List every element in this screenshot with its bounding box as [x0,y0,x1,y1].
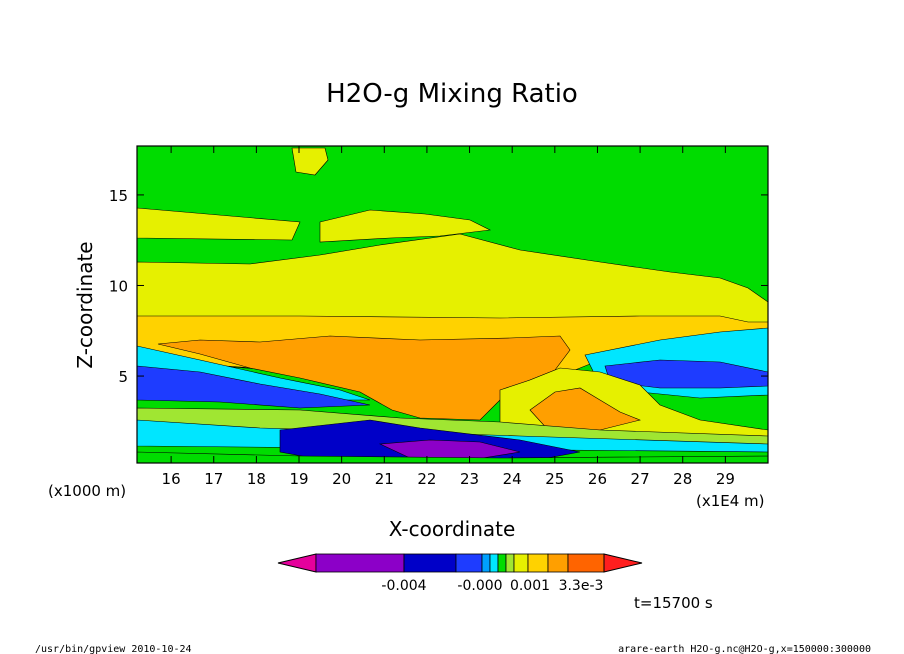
colorbar-swatch [497,553,507,573]
footer-left: /usr/bin/gpview 2010-10-24 [35,644,192,654]
colorbar-swatch [547,553,569,573]
colorbar-swatch [481,553,491,573]
contour-band-small-yellow [291,147,329,176]
colorbar-swatch [455,553,483,573]
x-tick-label: 20 [332,470,351,488]
y-tick-label: 5 [118,368,128,386]
x-axis-label: X-coordinate [389,517,516,541]
x-unit-label: (x1E4 m) [696,492,765,510]
x-tick-label: 29 [716,470,735,488]
x-axis: 16 17 18 19 20 21 22 23 24 25 26 27 28 29 [162,146,735,488]
x-tick-label: 25 [545,470,564,488]
contour-band-upper-yellow [137,207,301,241]
y-unit-label: (x1000 m) [48,482,126,500]
x-tick-label: 24 [503,470,522,488]
plot-frame [136,145,769,464]
contour-band-bottom-green [137,451,768,463]
x-tick-label: 27 [631,470,650,488]
footer-right: arare-earth_H2O-g.nc@H2O-g,x=150000:3000… [618,644,871,654]
y-axis-label: Z-coordinate [73,241,97,368]
y-tick-label: 10 [109,277,128,295]
x-tick-label: 23 [460,470,479,488]
colorbar-swatch [315,553,405,573]
time-label: t=15700 s [634,594,713,612]
contour-band-blue [137,365,371,409]
colorbar-tick-label: -0.004 [381,578,426,594]
contour-band-upper-yellow-2 [319,209,492,243]
x-tick-label: 18 [247,470,266,488]
colorbar-max-arrow [603,553,643,573]
colorbar-swatch [489,553,499,573]
colorbar-swatch [403,553,457,573]
y-tick-label: 15 [109,187,128,205]
chart-title: H2O-g Mixing Ratio [326,79,578,109]
colorbar-tick-label: -0.000 [457,578,502,594]
colorbar-tick-label: 0.001 [510,578,550,594]
x-tick-label: 17 [204,470,223,488]
x-tick-label: 21 [375,470,394,488]
colorbar-swatch [513,553,529,573]
colorbar-min-arrow [277,553,317,573]
colorbar-swatch [567,553,605,573]
colorbar-tick-label: 3.3e-3 [559,578,604,594]
colorbar-swatch [527,553,549,573]
y-axis: 5 10 15 [109,187,768,386]
contour-field [137,146,768,463]
x-tick-label: 26 [588,470,607,488]
x-tick-label: 22 [417,470,436,488]
colorbar: -0.004 -0.000 0.001 3.3e-3 [277,553,643,594]
colorbar-swatch [505,553,515,573]
x-tick-label: 19 [289,470,308,488]
x-tick-label: 28 [673,470,692,488]
x-tick-label: 16 [162,470,181,488]
